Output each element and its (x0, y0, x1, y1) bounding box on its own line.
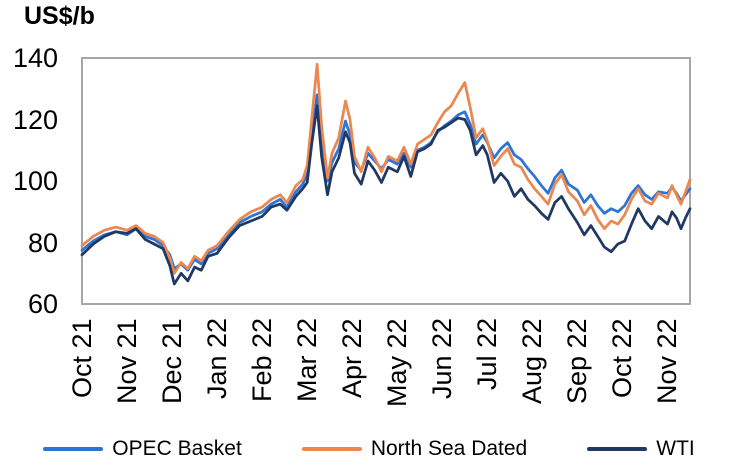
x-tick-label-jun-22: Jun 22 (427, 317, 458, 399)
x-tick-label-dec-21: Dec 21 (157, 318, 188, 404)
legend-item-wti: WTI (587, 437, 695, 461)
legend-label-wti: WTI (656, 437, 695, 460)
legend-label-opec-basket: OPEC Basket (112, 437, 242, 460)
y-tick-label-120: 120 (12, 104, 58, 135)
legend-label-north-sea-dated: North Sea Dated (370, 437, 528, 460)
x-tick-label-jan-22: Jan 22 (202, 317, 233, 399)
x-tick-label-apr-22: Apr 22 (337, 318, 368, 398)
y-tick-label-80: 80 (27, 227, 58, 258)
north-sea-dated-line-swatch (301, 447, 362, 451)
series-line-wti (80, 104, 692, 286)
legend-item-opec-basket: OPEC Basket (43, 437, 242, 461)
x-tick-label-aug-22: Aug 22 (517, 318, 548, 404)
y-tick-label-60: 60 (27, 289, 58, 319)
y-tick-label-140: 140 (12, 43, 58, 73)
y-tick-label-100: 100 (12, 166, 58, 196)
series-line-opec-basket (80, 93, 692, 272)
x-tick-label-oct-21: Oct 21 (67, 318, 97, 398)
x-tick-label-nov-21: Nov 21 (112, 318, 143, 404)
legend: OPEC Basket North Sea Dated WTI (0, 433, 738, 465)
chart-title: US$/b (24, 2, 95, 30)
x-tick-label-jul-22: Jul 22 (472, 317, 503, 390)
x-tick-label-feb-22: Feb 22 (247, 317, 278, 402)
x-tick-label-sep-22: Sep 22 (562, 318, 593, 404)
x-tick-label-mar-22: Mar 22 (292, 317, 323, 402)
x-tick-label-nov-22: Nov 22 (652, 318, 683, 404)
x-tick-label-oct-22: Oct 22 (607, 318, 638, 398)
legend-item-north-sea-dated: North Sea Dated (301, 437, 528, 461)
x-tick-label-may-22: May 22 (382, 318, 413, 407)
series-line-north-sea-dated (80, 62, 692, 275)
wti-line-swatch (587, 447, 648, 451)
opec-basket-line-swatch (43, 447, 104, 451)
